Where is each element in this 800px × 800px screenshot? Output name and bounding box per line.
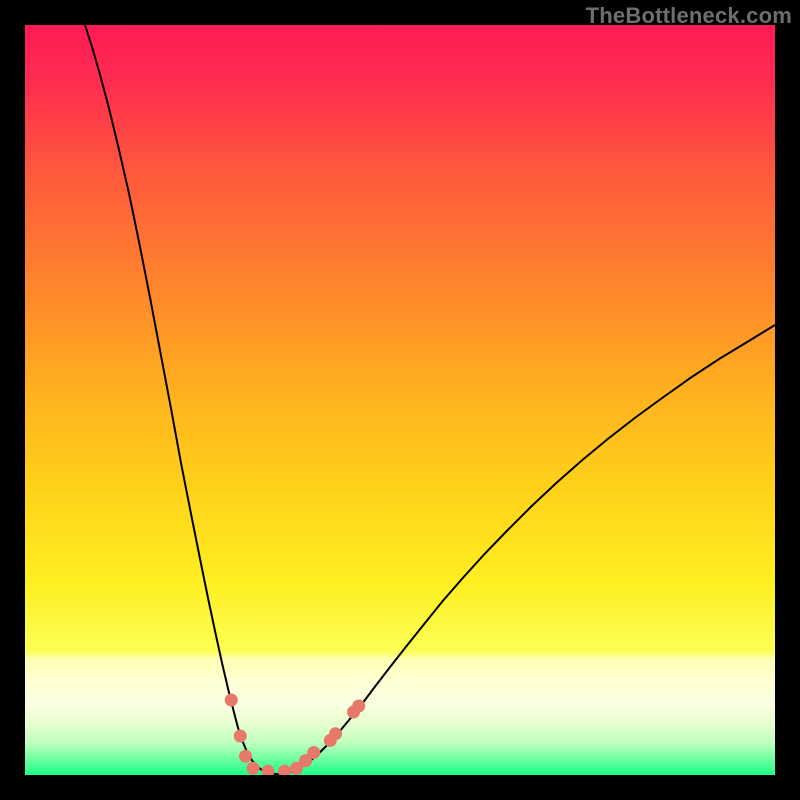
plot-area [25, 25, 775, 775]
marker-point [225, 694, 238, 707]
marker-point [329, 727, 342, 740]
marker-point [239, 750, 252, 763]
source-watermark: TheBottleneck.com [586, 3, 792, 29]
gradient-background [25, 25, 775, 775]
marker-point [234, 730, 247, 743]
bottleneck-curve-chart [25, 25, 775, 775]
chart-frame: TheBottleneck.com [0, 0, 800, 800]
marker-point [247, 762, 260, 775]
marker-point [352, 700, 365, 713]
marker-point [307, 746, 320, 759]
